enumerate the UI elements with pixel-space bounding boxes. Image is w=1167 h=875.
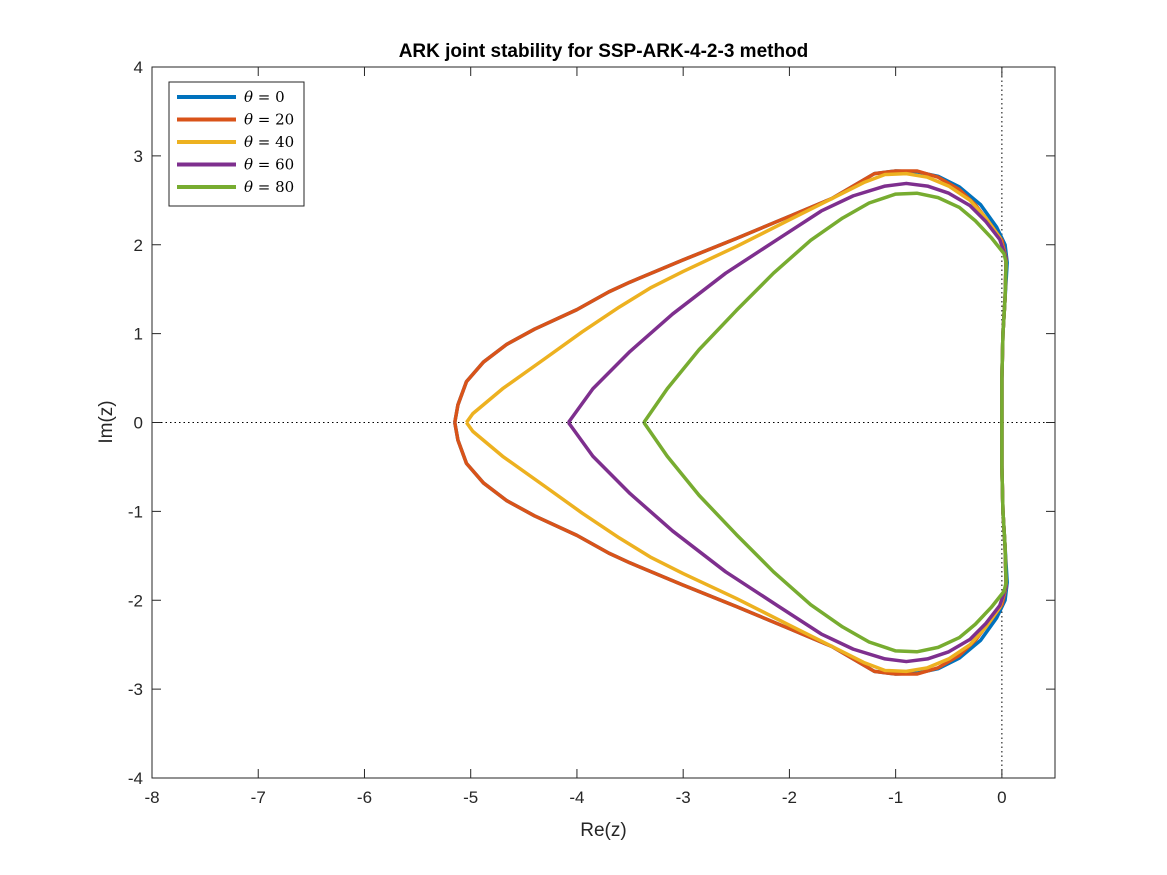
legend-label-4: θ = 80: [244, 178, 294, 196]
legend-label-3: θ = 60: [244, 156, 294, 174]
x-tick-label: -6: [357, 788, 372, 807]
x-tick-label: -8: [144, 788, 159, 807]
chart-title: ARK joint stability for SSP-ARK-4-2-3 me…: [399, 41, 809, 62]
y-tick-label: -1: [128, 502, 143, 521]
x-axis-label: Re(z): [580, 820, 626, 841]
legend-label-0: θ = 0: [244, 88, 285, 106]
y-tick-label: 3: [134, 147, 143, 166]
plot-frame: [151, 66, 1056, 779]
y-tick-label: 2: [134, 236, 143, 255]
legend-label-2: θ = 40: [244, 133, 294, 151]
x-tick-label: -1: [888, 788, 903, 807]
series-curve-4: [642, 191, 1008, 654]
y-tick-label: -2: [128, 591, 143, 610]
x-tick-label: -7: [251, 788, 266, 807]
y-tick-label: 0: [134, 414, 143, 433]
y-tick-label: -3: [128, 680, 143, 699]
y-axis-label: Im(z): [96, 400, 117, 443]
x-tick-label: -5: [463, 788, 478, 807]
legend: θ = 0 θ = 20 θ = 40 θ = 60 θ = 80: [168, 81, 305, 207]
y-tick-label: 1: [134, 325, 143, 344]
x-tick-label: -3: [676, 788, 691, 807]
x-tick-label: 0: [997, 788, 1006, 807]
x-tick-label: -2: [782, 788, 797, 807]
legend-label-1: θ = 20: [244, 111, 294, 129]
y-tick-label: 4: [134, 58, 143, 77]
x-tick-label: -4: [569, 788, 584, 807]
y-tick-label: -4: [128, 769, 143, 788]
